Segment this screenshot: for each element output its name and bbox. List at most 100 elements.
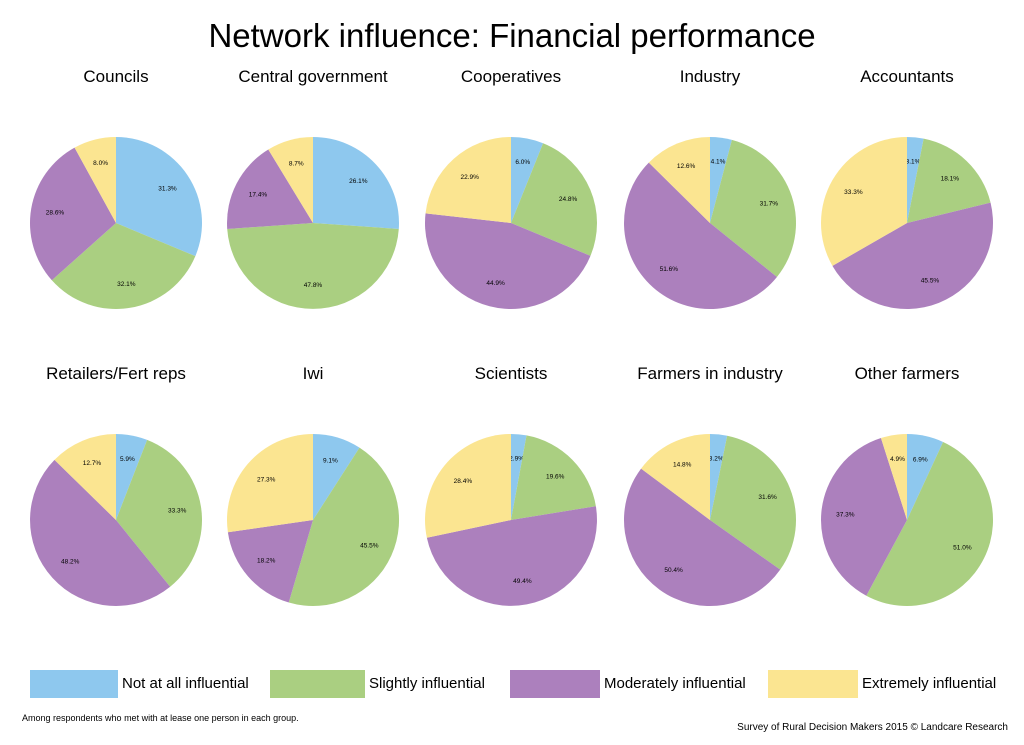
legend-label: Moderately influential [604, 675, 746, 692]
pie-slice-label: 44.9% [486, 280, 505, 287]
pie-slice-label: 37.3% [836, 511, 855, 518]
pie-slice-label: 19.6% [546, 474, 565, 481]
pie-slice-slightly [866, 441, 994, 607]
pie-slice-moderately [227, 149, 313, 229]
pie-slice-label: 26.1% [349, 178, 368, 185]
legend-label: Extremely influential [862, 675, 997, 692]
pie-slice-label: 3.2% [709, 455, 724, 462]
chart-title: Industry [679, 67, 741, 86]
pie-slice-moderately [624, 162, 777, 309]
pie-slice-label: 18.2% [257, 558, 276, 565]
page-title: Network influence: Financial performance [208, 17, 816, 54]
pie-slice-not-at-all [313, 434, 360, 520]
pie-slice-label: 2.9% [509, 455, 524, 462]
pie-slice-slightly [51, 223, 196, 310]
pie-slice-extremely [648, 137, 710, 223]
pie-slice-extremely [641, 434, 710, 520]
pie-slice-slightly [710, 435, 797, 570]
pie-slice-label: 3.1% [906, 158, 921, 165]
pie-slice-label: 50.4% [664, 567, 683, 574]
pie-slice-moderately [30, 459, 171, 606]
pie-slice-moderately [424, 213, 591, 310]
credit: Survey of Rural Decision Makers 2015 © L… [737, 722, 1008, 733]
pie-slice-moderately [30, 147, 117, 281]
chart-title: Accountants [860, 67, 954, 86]
pie-slice-extremely [54, 434, 116, 520]
pie-chart: 6.9% 51.0% 37.3% 4.9% [821, 434, 994, 607]
pie-slice-label: 5.9% [120, 456, 135, 463]
pie-slice-label: 48.2% [61, 559, 80, 566]
pie-slice-label: 4.1% [711, 159, 726, 166]
pie-slice-not-at-all [511, 137, 544, 223]
pie-slice-label: 45.5% [360, 543, 379, 550]
pie-slice-extremely [425, 434, 511, 538]
pie-slice-moderately [623, 468, 781, 607]
footnote: Among respondents who met with at lease … [22, 713, 299, 723]
pie-slice-not-at-all [710, 434, 728, 520]
pie-slice-extremely [425, 137, 511, 223]
legend-label: Not at all influential [122, 675, 249, 692]
pie-slice-label: 17.4% [249, 192, 268, 199]
pie-slice-label: 4.9% [890, 456, 905, 463]
legend-swatch-not-at-all [30, 670, 118, 698]
chart-title: Scientists [474, 364, 548, 383]
legend-swatch-slightly [270, 670, 365, 698]
pie-slice-label: 31.6% [758, 494, 777, 501]
chart-title: Councils [83, 67, 149, 86]
pie-slice-moderately [821, 438, 907, 596]
pie-slice-label: 22.9% [460, 174, 479, 181]
chart-title: Other farmers [854, 364, 960, 383]
pie-slice-not-at-all [116, 137, 203, 257]
pie-slice-extremely [227, 434, 313, 533]
pie-slice-extremely [268, 137, 313, 223]
legend-swatch-extremely [768, 670, 858, 698]
pie-slice-extremely [74, 137, 116, 223]
pie-slice-label: 31.3% [158, 186, 177, 193]
pie-slice-slightly [511, 435, 596, 520]
pie-slice-not-at-all [511, 434, 527, 520]
pie-slice-extremely [821, 137, 907, 266]
pie-slice-extremely [880, 434, 907, 520]
chart-title: Retailers/Fert reps [46, 364, 186, 383]
pie-slice-label: 33.3% [168, 507, 187, 514]
pie-slice-label: 51.6% [660, 266, 679, 273]
chart-title: Central government [238, 67, 388, 86]
pie-slice-label: 6.0% [515, 159, 530, 166]
pie-slice-slightly [511, 143, 598, 256]
pie-slice-label: 14.8% [673, 462, 692, 469]
pie-slice-label: 18.1% [941, 175, 960, 182]
pie-slice-slightly [710, 139, 796, 277]
legend-label: Slightly influential [369, 675, 485, 692]
pie-slice-slightly [288, 447, 400, 607]
pie-slice-label: 49.4% [513, 578, 532, 585]
pie-slice-not-at-all [313, 137, 399, 229]
pie-slice-label: 45.5% [921, 278, 940, 285]
pie-slice-label: 9.1% [323, 458, 338, 465]
pie-chart: 2.9% 19.6% 49.4% 28.4% [425, 434, 597, 606]
pie-slice-moderately [832, 202, 993, 309]
pie-chart: 3.1% 18.1% 45.5% 33.3% [821, 137, 993, 309]
pie-slice-label: 27.3% [257, 477, 276, 484]
chart-title: Farmers in industry [637, 364, 783, 383]
pie-slice-not-at-all [710, 137, 732, 223]
pie-chart: 3.2% 31.6% 50.4% 14.8% [623, 434, 797, 607]
pie-slice-label: 47.8% [304, 282, 323, 289]
pie-slice-not-at-all [116, 433, 148, 520]
pie-slice-slightly [227, 223, 399, 309]
pie-slice-label: 31.7% [760, 201, 779, 208]
pie-slice-label: 32.1% [117, 281, 136, 288]
pie-chart: 26.1% 47.8% 17.4% 8.7% [227, 137, 399, 309]
pie-chart: 4.1% 31.7% 51.6% 12.6% [624, 137, 796, 309]
pie-slice-label: 6.9% [913, 457, 928, 464]
pie-chart: 6.0% 24.8% 44.9% 22.9% [424, 137, 598, 310]
pie-slice-label: 24.8% [559, 196, 578, 203]
pie-chart: 31.3% 32.1% 28.6% 8.0% [30, 137, 203, 310]
pie-slice-slightly [116, 439, 203, 587]
pie-slice-slightly [907, 138, 991, 223]
pie-slice-moderately [227, 520, 313, 603]
pie-slice-label: 8.0% [93, 160, 108, 167]
pie-slice-label: 28.4% [454, 478, 473, 485]
pie-chart: 9.1% 45.5% 18.2% 27.3% [227, 434, 400, 607]
chart-title: Cooperatives [460, 67, 562, 86]
